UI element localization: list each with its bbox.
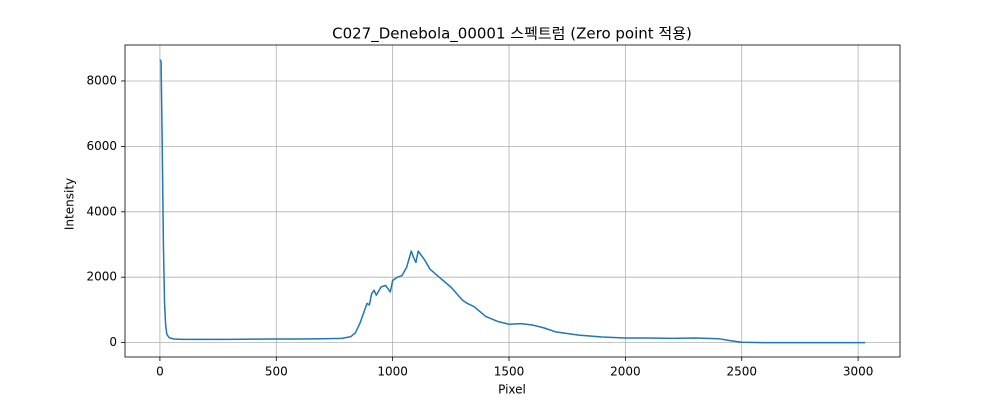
chart-title: C027_Denebola_00001 스펙트럼 (Zero point 적용) <box>332 25 692 44</box>
y-tick-label: 4000 <box>86 204 117 218</box>
x-tick-label: 2500 <box>726 365 757 379</box>
y-tick-label: 8000 <box>86 73 117 87</box>
x-tick-label: 500 <box>265 365 288 379</box>
x-tick-label: 2000 <box>610 365 641 379</box>
data-line <box>159 59 866 344</box>
plot-frame <box>124 44 901 358</box>
x-tick-label: 0 <box>156 365 164 379</box>
x-tick-label: 1500 <box>494 365 525 379</box>
y-tick-label: 6000 <box>86 139 117 153</box>
y-axis-label: Intensity <box>63 178 77 230</box>
y-tick-label: 2000 <box>86 270 117 284</box>
x-tick-label: 3000 <box>843 365 874 379</box>
x-axis-label: Pixel <box>498 383 526 397</box>
x-tick-label: 1000 <box>377 365 408 379</box>
y-tick-label: 0 <box>109 335 117 349</box>
